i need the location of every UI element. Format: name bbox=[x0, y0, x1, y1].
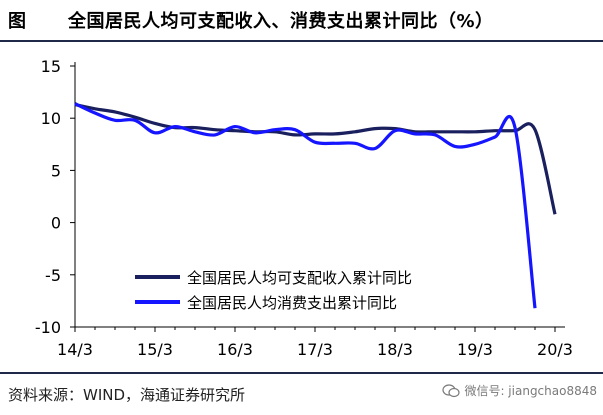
legend-label: 全国居民人均可支配收入累计同比 bbox=[187, 269, 412, 287]
x-tick-label: 18/3 bbox=[377, 340, 413, 359]
figure-label: 图 bbox=[8, 11, 27, 32]
line-chart: 15 10 5 0 -5 -10 14/3 15/3 16/3 17/3 18/3 19/3 20/3 全… bbox=[35, 57, 573, 359]
watermark-text: 微信号: jiangchao8848 bbox=[464, 384, 597, 398]
x-tick-label: 17/3 bbox=[297, 340, 333, 359]
legend-label: 全国居民人均消费支出累计同比 bbox=[187, 294, 397, 312]
wechat-icon bbox=[442, 383, 461, 397]
y-tick-label: 5 bbox=[51, 161, 61, 180]
series-line-consumption bbox=[74, 102, 537, 309]
y-tick-label: -5 bbox=[45, 266, 61, 285]
figure-header: 图 全国居民人均可支配收入、消费支出累计同比（%） bbox=[0, 0, 603, 42]
x-tick-label: 15/3 bbox=[137, 340, 173, 359]
y-tick-label: 10 bbox=[41, 109, 61, 128]
series-line-income bbox=[74, 103, 557, 215]
source-note: 资料来源：WIND，海通证券研究所 bbox=[0, 372, 603, 415]
y-tick-label: 0 bbox=[51, 214, 61, 233]
figure-title: 全国居民人均可支配收入、消费支出累计同比（%） bbox=[68, 11, 494, 32]
watermark: 微信号: jiangchao8848 bbox=[442, 382, 597, 399]
x-tick-label: 16/3 bbox=[217, 340, 253, 359]
y-tick-label: -10 bbox=[35, 318, 61, 337]
x-tick-label: 14/3 bbox=[57, 340, 93, 359]
source-text: 资料来源：WIND，海通证券研究所 bbox=[8, 386, 246, 404]
y-tick-label: 15 bbox=[41, 57, 61, 76]
x-tick-label: 20/3 bbox=[537, 340, 573, 359]
x-tick-label: 19/3 bbox=[457, 340, 493, 359]
